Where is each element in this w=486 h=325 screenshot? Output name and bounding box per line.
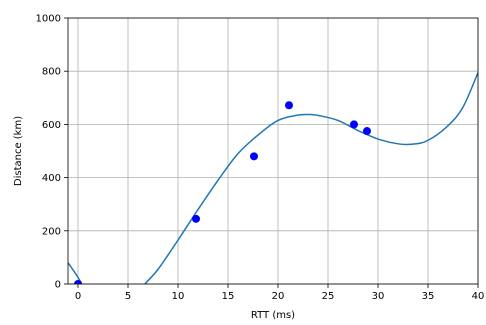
y-tick-label: 200 — [42, 226, 61, 237]
y-tick-label: 0 — [55, 280, 61, 291]
x-tick-label: 20 — [272, 291, 285, 302]
x-tick-label: 30 — [372, 291, 385, 302]
data-point — [350, 120, 358, 129]
data-point — [74, 280, 82, 284]
y-axis-label: Distance (km) — [13, 116, 24, 186]
data-point — [250, 152, 258, 161]
data-point — [363, 127, 371, 136]
y-tick-label: 800 — [42, 67, 61, 78]
y-tick-label: 1000 — [36, 14, 61, 25]
series-layer — [68, 72, 478, 284]
x-tick-label: 10 — [172, 291, 185, 302]
y-tick-label: 400 — [42, 173, 61, 184]
x-tick-label: 40 — [472, 291, 485, 302]
data-point — [192, 214, 200, 223]
x-tick-label: 35 — [422, 291, 435, 302]
x-tick-label: 0 — [75, 291, 81, 302]
plot-frame — [67, 17, 479, 285]
grid — [68, 17, 479, 285]
x-tick-label: 25 — [322, 291, 335, 302]
x-tick-label: 15 — [222, 291, 235, 302]
fit-curve — [68, 72, 478, 284]
data-point — [285, 101, 293, 110]
x-tick-label: 5 — [125, 291, 131, 302]
x-axis-label: RTT (ms) — [251, 310, 295, 321]
y-tick-label: 600 — [42, 120, 61, 131]
